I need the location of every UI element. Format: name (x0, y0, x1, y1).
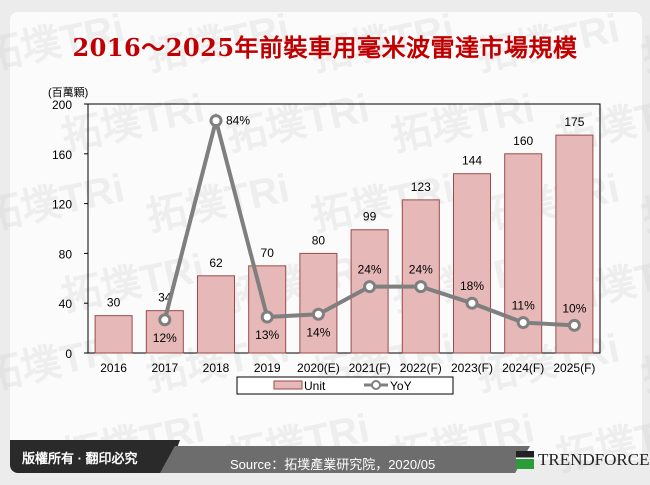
y-tick-label: 200 (52, 98, 72, 112)
x-tick-label: 2016 (100, 361, 127, 375)
x-tick-label: 2019 (254, 361, 281, 375)
yoy-label: 13% (255, 328, 279, 342)
yoy-marker (311, 307, 325, 321)
bar (94, 315, 133, 354)
yoy-marker (260, 310, 274, 324)
legend-unit-swatch (273, 380, 303, 390)
y-axis-label: (百萬顆) (48, 86, 88, 99)
yoy-label: 11% (512, 299, 535, 313)
x-tick-label: 2018 (203, 361, 230, 375)
yoy-label: 24% (409, 263, 433, 277)
x-tick-label: 2022(F) (400, 361, 442, 375)
yoy-marker (516, 316, 530, 330)
yoy-marker (209, 114, 223, 128)
x-tick-label: 2024(F) (502, 361, 544, 375)
page-title: 2016～2025年前裝車用毫米波雷達市場規模 (72, 33, 578, 62)
bar-label: 62 (209, 256, 223, 270)
y-tick-label: 0 (65, 347, 72, 361)
y-tick-label: 80 (59, 247, 73, 261)
x-tick-label: 2020(E) (297, 361, 340, 375)
bar-label: 70 (261, 246, 275, 260)
x-tick-label: 2021(F) (349, 361, 391, 375)
bar-label: 160 (513, 134, 533, 148)
plot-area (87, 103, 601, 354)
yoy-marker (567, 318, 581, 332)
x-tick-label: 2017 (151, 361, 178, 375)
y-tick-label: 120 (52, 198, 72, 212)
y-tick-label: 160 (52, 148, 72, 162)
copyright: 版權所有 · 翻印必究 (22, 451, 138, 466)
footer: 版權所有 · 翻印必究 (10, 440, 642, 473)
yoy-label: 12% (153, 331, 177, 345)
yoy-marker (158, 313, 172, 327)
legend (236, 376, 454, 395)
bar (555, 134, 594, 354)
trendforce-logo: TRENDFORCE (516, 450, 649, 470)
yoy-label: 24% (358, 263, 382, 277)
legend-yoy-label: YoY (390, 379, 412, 393)
bar-label: 144 (462, 154, 482, 168)
y-tick-label: 40 (59, 297, 73, 311)
yoy-label: 14% (306, 325, 330, 339)
legend-unit-label: Unit (304, 379, 326, 393)
bar-label: 80 (312, 233, 326, 247)
x-tick-label: 2025(F) (553, 361, 595, 375)
bar-label: 30 (107, 296, 121, 310)
yoy-marker (414, 280, 428, 294)
source: Source：拓墣產業研究院，2020/05 (230, 457, 436, 472)
bar-label: 175 (564, 115, 584, 129)
yoy-label: 18% (460, 279, 484, 293)
x-tick-label: 2023(F) (451, 361, 493, 375)
yoy-marker (363, 280, 377, 294)
yoy-label: 84% (226, 114, 250, 128)
bar (453, 173, 491, 354)
legend-yoy-marker (371, 380, 381, 390)
yoy-marker (465, 296, 479, 310)
yoy-label: 10% (562, 301, 586, 315)
logo-text: TRENDFORCE (538, 450, 650, 469)
bar-label: 123 (411, 180, 431, 194)
bar (197, 275, 235, 354)
trendforce-logo-icon (516, 451, 534, 469)
bar-label: 99 (363, 210, 377, 224)
bar (401, 199, 440, 354)
